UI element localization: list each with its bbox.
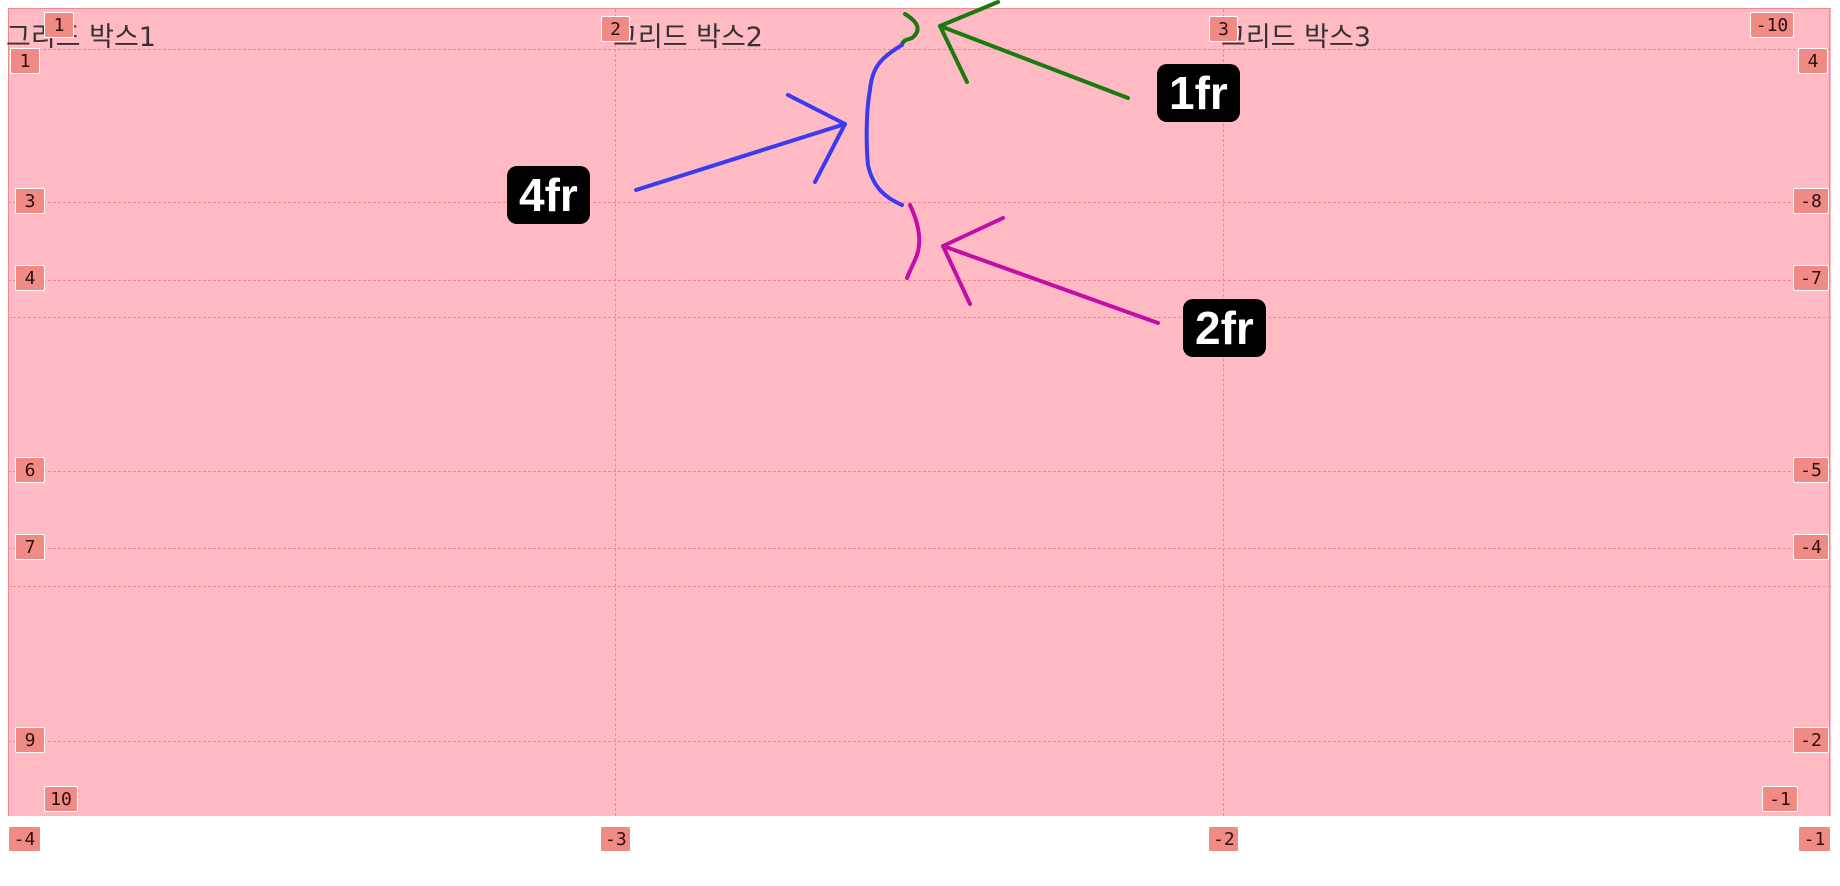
blue-brace-stroke: [864, 43, 904, 207]
row-line-number: -8: [1793, 188, 1829, 214]
blue-arrow-shaft: [634, 122, 847, 192]
row-line-number: 7: [15, 534, 45, 560]
grid-box-2-title: 그리드 박스2: [613, 22, 763, 53]
grid-box-3-title: 그리드 박스3: [1221, 22, 1371, 53]
row-line-number: -4: [1793, 534, 1829, 560]
row-line-number: -1: [1762, 786, 1798, 812]
column-line-number: -2: [1208, 826, 1239, 852]
column-line-number: 2: [601, 16, 630, 42]
column-line-number: -4: [8, 826, 41, 852]
green-brace-stroke: [900, 12, 920, 46]
row-line: [8, 586, 1831, 587]
column-line-number: -3: [600, 826, 631, 852]
row-line-number: -2: [1793, 727, 1829, 753]
row-line-number: 4: [15, 265, 45, 291]
grid-container: 그리드 박스1 그리드 박스2 그리드 박스3: [6, 8, 1831, 816]
row-line: [8, 49, 1831, 50]
column-line-number: -10: [1750, 12, 1794, 38]
column-line: [615, 9, 616, 816]
row-line-number: 1: [10, 48, 40, 74]
row-line: [8, 741, 1831, 742]
row-line-number: 4: [1798, 48, 1828, 74]
row-line-number: -7: [1793, 265, 1829, 291]
grid-box-1-title: 그리드 박스1: [6, 22, 156, 53]
column-line-number: 1: [44, 12, 74, 38]
label-1fr: 1fr: [1157, 64, 1240, 122]
green-arrow-shaft: [938, 24, 1130, 100]
column-line: [8, 9, 9, 816]
row-line-number: 9: [15, 727, 45, 753]
label-4fr: 4fr: [507, 166, 590, 224]
row-line: [8, 202, 1831, 203]
column-line-number: -1: [1798, 826, 1831, 852]
blue-arrow-head: [786, 93, 847, 184]
column-line: [1223, 9, 1224, 816]
label-2fr: 2fr: [1183, 299, 1266, 357]
magenta-arrow-head: [941, 216, 1005, 306]
column-line: [1829, 9, 1830, 816]
row-line: [8, 548, 1831, 549]
row-line: [8, 317, 1831, 318]
row-line: [8, 471, 1831, 472]
magenta-arrow-shaft: [941, 244, 1160, 325]
row-line-number: 6: [15, 457, 45, 483]
row-line: [8, 280, 1831, 281]
column-line-number: 3: [1209, 16, 1238, 42]
row-line-number: 10: [44, 786, 78, 812]
magenta-brace-stroke: [905, 203, 922, 280]
row-line-number: 3: [15, 188, 45, 214]
green-arrow-head: [938, 0, 1000, 84]
row-line-number: -5: [1793, 457, 1829, 483]
